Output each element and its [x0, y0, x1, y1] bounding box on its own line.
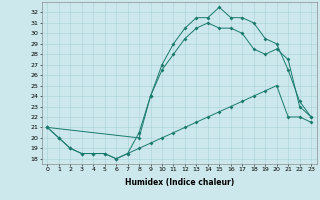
X-axis label: Humidex (Indice chaleur): Humidex (Indice chaleur) [124, 178, 234, 187]
